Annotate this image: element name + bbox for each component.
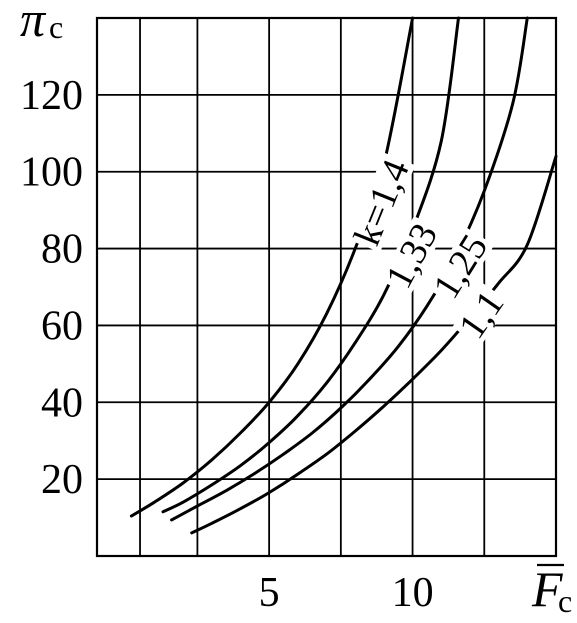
series-line-3 — [170, 16, 529, 522]
y-tick-label: 100 — [20, 150, 83, 196]
series-label-background — [379, 215, 445, 296]
tick-labels: 20 40 60 80 100 120 5 10 — [20, 73, 434, 616]
y-tick-label: 120 — [20, 73, 83, 119]
x-tick-label: 5 — [259, 570, 280, 616]
series-label-background — [452, 283, 511, 347]
series-label-background — [427, 226, 495, 307]
series-line-2 — [161, 16, 460, 514]
y-axis-label: π c — [20, 0, 63, 47]
x-axis-symbol: F — [531, 561, 563, 617]
y-tick-label: 80 — [41, 227, 83, 273]
x-tick-label: 10 — [392, 570, 434, 616]
y-tick-label: 20 — [41, 457, 83, 503]
series-label-background — [348, 152, 416, 253]
y-tick-label: 60 — [41, 303, 83, 349]
y-axis-symbol: π — [20, 0, 47, 47]
x-axis-label: F c — [531, 561, 572, 619]
y-axis-subscript: c — [49, 9, 63, 45]
x-axis-subscript: c — [558, 583, 572, 619]
series-line-4 — [190, 154, 558, 535]
y-tick-label: 40 — [41, 380, 83, 426]
